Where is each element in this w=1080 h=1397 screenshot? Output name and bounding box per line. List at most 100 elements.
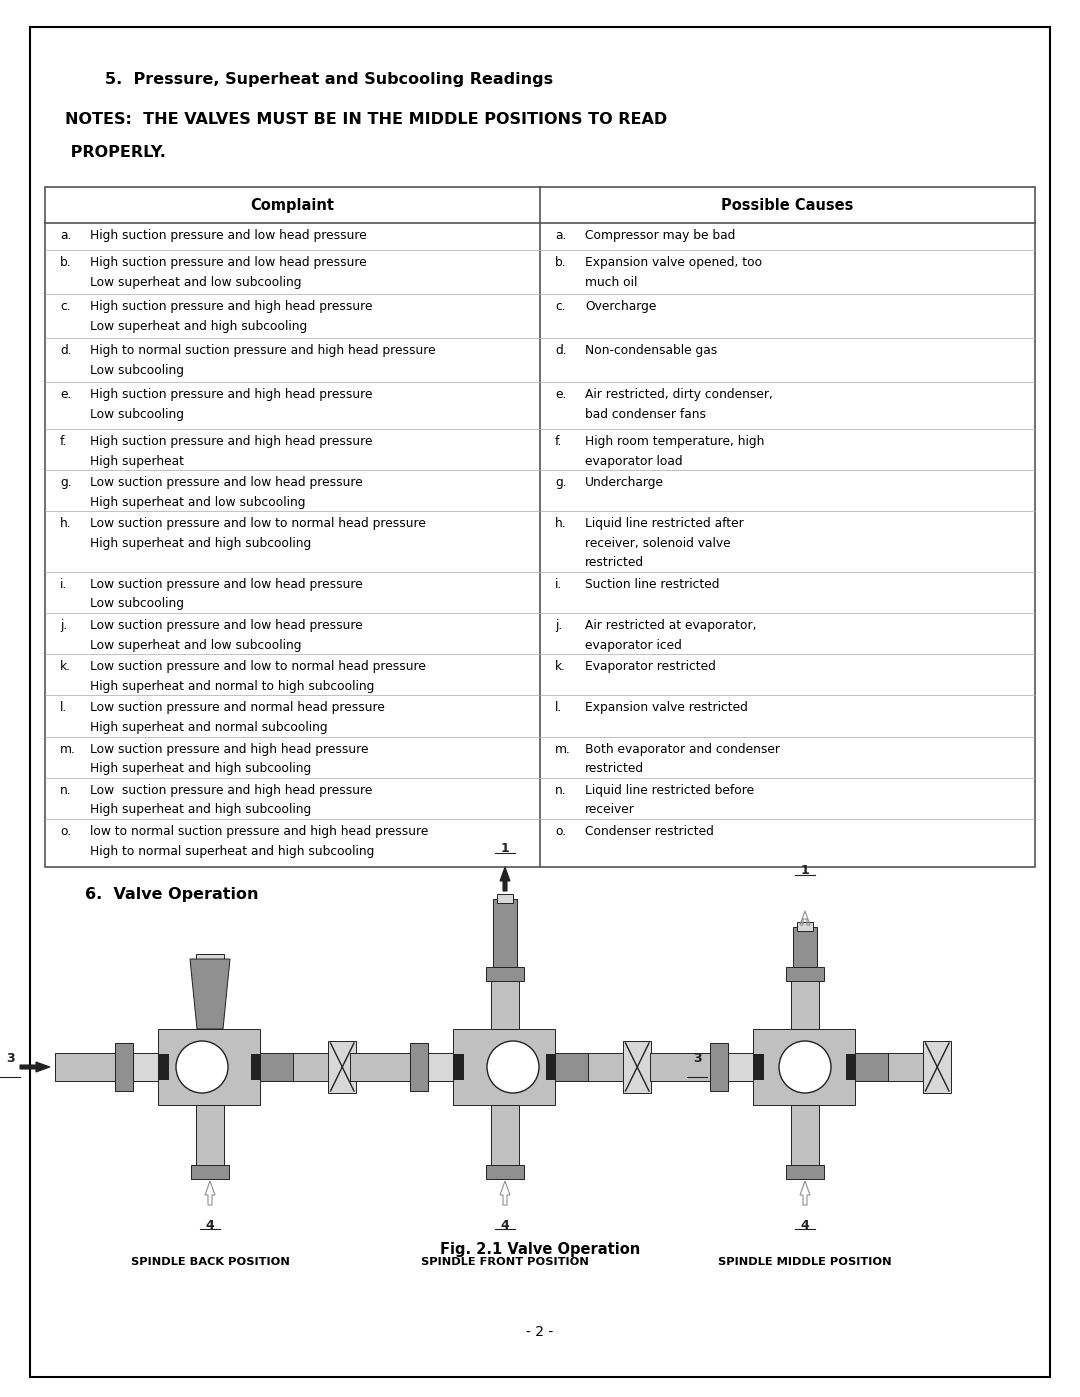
Text: Low superheat and low subcooling: Low superheat and low subcooling [90, 277, 301, 289]
Text: h.: h. [555, 517, 567, 531]
Text: l.: l. [555, 701, 563, 714]
Bar [855, 1053, 888, 1081]
Text: High suction pressure and high head pressure: High suction pressure and high head pres… [90, 300, 373, 313]
Text: c.: c. [555, 300, 566, 313]
Bar [453, 1053, 464, 1080]
Text: receiver, solenoid valve: receiver, solenoid valve [585, 536, 731, 550]
Text: m.: m. [555, 743, 571, 756]
Text: High room temperature, high: High room temperature, high [585, 434, 765, 448]
Text: Suction line restricted: Suction line restricted [585, 578, 719, 591]
Text: High suction pressure and low head pressure: High suction pressure and low head press… [90, 257, 367, 270]
Bar [328, 1041, 356, 1092]
Bar [846, 1053, 858, 1080]
Circle shape [487, 1041, 539, 1092]
Text: k.: k. [60, 661, 71, 673]
Text: SPINDLE BACK POSITION: SPINDLE BACK POSITION [131, 1257, 289, 1267]
Text: g.: g. [555, 476, 567, 489]
Bar [55, 1053, 114, 1081]
Text: Liquid line restricted after: Liquid line restricted after [585, 517, 744, 531]
Bar [158, 1030, 260, 1105]
Text: Liquid line restricted before: Liquid line restricted before [585, 784, 754, 796]
Text: 1: 1 [501, 842, 510, 855]
Text: f.: f. [60, 434, 67, 448]
Text: low to normal suction pressure and high head pressure: low to normal suction pressure and high … [90, 826, 429, 838]
Bar [45, 187, 1035, 868]
Text: 3: 3 [692, 1052, 701, 1065]
Text: Low superheat and high subcooling: Low superheat and high subcooling [90, 320, 307, 332]
Text: SPINDLE FRONT POSITION: SPINDLE FRONT POSITION [421, 1257, 589, 1267]
Text: High suction pressure and high head pressure: High suction pressure and high head pres… [90, 434, 373, 448]
Text: much oil: much oil [585, 277, 637, 289]
Text: High superheat and low subcooling: High superheat and low subcooling [90, 496, 306, 509]
Text: PROPERLY.: PROPERLY. [65, 145, 166, 161]
Circle shape [779, 1041, 831, 1092]
Text: Low superheat and low subcooling: Low superheat and low subcooling [90, 638, 301, 651]
Text: e.: e. [60, 388, 71, 401]
Bar [350, 1053, 410, 1081]
Bar [195, 1105, 224, 1166]
Text: Air restricted, dirty condenser,: Air restricted, dirty condenser, [585, 388, 773, 401]
Text: Non-condensable gas: Non-condensable gas [585, 345, 717, 358]
Bar [191, 1165, 229, 1179]
Text: d.: d. [555, 345, 567, 358]
Text: l.: l. [60, 701, 67, 714]
Text: Undercharge: Undercharge [585, 476, 664, 489]
Text: Both evaporator and condenser: Both evaporator and condenser [585, 743, 780, 756]
Bar [888, 1053, 923, 1081]
Text: k.: k. [555, 661, 566, 673]
Bar [410, 1044, 428, 1091]
Bar [486, 967, 524, 981]
Text: receiver: receiver [585, 803, 635, 816]
Text: 4: 4 [501, 1220, 510, 1232]
Bar [791, 977, 819, 1030]
Text: n.: n. [555, 784, 567, 796]
Text: - 2 -: - 2 - [526, 1324, 554, 1338]
Text: Expansion valve opened, too: Expansion valve opened, too [585, 257, 762, 270]
Text: Low suction pressure and normal head pressure: Low suction pressure and normal head pre… [90, 701, 384, 714]
Text: High superheat and high subcooling: High superheat and high subcooling [90, 763, 311, 775]
Text: j.: j. [60, 619, 67, 631]
Bar [491, 977, 519, 1030]
FancyArrow shape [654, 1062, 685, 1071]
Text: NOTES:  THE VALVES MUST BE IN THE MIDDLE POSITIONS TO READ: NOTES: THE VALVES MUST BE IN THE MIDDLE … [65, 112, 667, 127]
Bar [497, 894, 513, 902]
Text: 1: 1 [800, 863, 809, 877]
Bar [428, 1053, 453, 1081]
Text: evaporator load: evaporator load [585, 454, 683, 468]
Bar [195, 954, 224, 963]
Text: Fig. 2.1 Valve Operation: Fig. 2.1 Valve Operation [440, 1242, 640, 1257]
Text: 4: 4 [205, 1220, 214, 1232]
Polygon shape [190, 958, 230, 1030]
Bar [114, 1044, 133, 1091]
Text: Evaporator restricted: Evaporator restricted [585, 661, 716, 673]
Bar [453, 1030, 555, 1105]
Bar [623, 1041, 651, 1092]
Circle shape [176, 1041, 228, 1092]
Text: restricted: restricted [585, 556, 644, 570]
Text: a.: a. [60, 229, 71, 242]
Text: Low suction pressure and high head pressure: Low suction pressure and high head press… [90, 743, 368, 756]
Text: Low suction pressure and low to normal head pressure: Low suction pressure and low to normal h… [90, 517, 426, 531]
Bar [753, 1053, 764, 1080]
Bar [710, 1044, 728, 1091]
FancyArrow shape [21, 1062, 50, 1071]
Bar [293, 1053, 328, 1081]
Bar [786, 967, 824, 981]
Bar [797, 922, 813, 930]
Text: Condenser restricted: Condenser restricted [585, 826, 714, 838]
Text: High superheat and normal to high subcooling: High superheat and normal to high subcoo… [90, 680, 375, 693]
Text: Possible Causes: Possible Causes [721, 197, 853, 212]
Text: Low suction pressure and low head pressure: Low suction pressure and low head pressu… [90, 476, 363, 489]
Text: High to normal superheat and high subcooling: High to normal superheat and high subcoo… [90, 845, 375, 858]
Text: f.: f. [555, 434, 563, 448]
FancyArrow shape [500, 868, 510, 891]
Bar [923, 1041, 951, 1092]
Bar [650, 1053, 710, 1081]
Text: High superheat and high subcooling: High superheat and high subcooling [90, 803, 311, 816]
Text: g.: g. [60, 476, 71, 489]
Text: Expansion valve restricted: Expansion valve restricted [585, 701, 747, 714]
Text: h.: h. [60, 517, 71, 531]
Text: Low suction pressure and low to normal head pressure: Low suction pressure and low to normal h… [90, 661, 426, 673]
Bar [546, 1053, 557, 1080]
Text: Low suction pressure and low head pressure: Low suction pressure and low head pressu… [90, 619, 363, 631]
